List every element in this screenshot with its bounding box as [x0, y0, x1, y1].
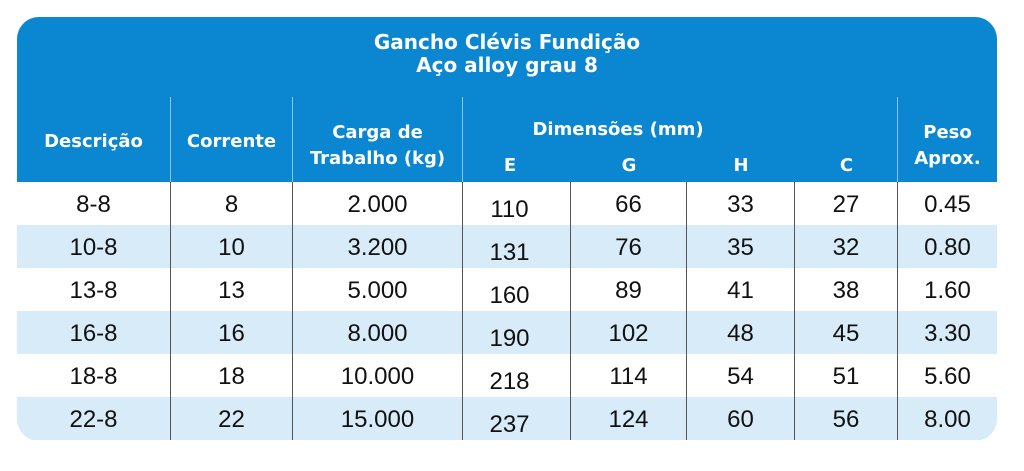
- header-peso: Peso Aprox.: [897, 97, 997, 182]
- cell-h: 60: [686, 397, 794, 440]
- table-row: 22-8 22 15.000 237 124 60 56 8.00: [17, 397, 997, 440]
- table-title: Gancho Clévis Fundição Aço alloy grau 8: [17, 17, 997, 97]
- cell-g: 66: [570, 182, 686, 225]
- cell-corrente: 22: [170, 397, 292, 440]
- header-e: E: [503, 155, 517, 176]
- cell-descricao: 10-8: [69, 234, 118, 261]
- cell-g: 76: [570, 225, 686, 268]
- cell-peso: 5.60: [897, 354, 997, 397]
- cell-c: 56: [794, 397, 897, 440]
- header-g: G: [621, 155, 637, 176]
- table-row: 10-8 10 3.200 131 76 35 32 0.80: [17, 225, 997, 268]
- cell-h: 41: [686, 268, 794, 311]
- header-dimensoes: Dimensões (mm) E G H C: [462, 97, 897, 182]
- cell-corrente: 8: [170, 182, 292, 225]
- table-row: 8-8 8 2.000 110 66 33 27 0.45: [17, 182, 997, 225]
- cell-g: 114: [570, 354, 686, 397]
- cell-g: 102: [570, 311, 686, 354]
- header-descricao: Descrição: [17, 97, 170, 182]
- header-c: C: [839, 155, 854, 176]
- table-row: 16-8 16 8.000 190 102 48 45 3.30: [17, 311, 997, 354]
- cell-c: 45: [794, 311, 897, 354]
- header-corrente: Corrente: [170, 97, 292, 182]
- cell-corrente: 13: [170, 268, 292, 311]
- cell-e: 110: [462, 182, 570, 225]
- header-carga: Carga de Trabalho (kg): [292, 97, 462, 182]
- table-row: 18-8 18 10.000 218 114 54 51 5.60: [17, 354, 997, 397]
- cell-e: 218: [462, 354, 570, 397]
- header-h: H: [733, 155, 749, 176]
- cell-c: 38: [794, 268, 897, 311]
- cell-peso: 8.00: [897, 397, 997, 440]
- product-spec-table: Gancho Clévis Fundição Aço alloy grau 8 …: [17, 17, 997, 441]
- cell-descricao: 16-8: [69, 320, 118, 347]
- header-carga-line-1: Carga de: [332, 122, 423, 143]
- header-carga-line-2: Trabalho (kg): [309, 148, 446, 169]
- cell-carga: 3.200: [292, 225, 462, 268]
- cell-h: 33: [686, 182, 794, 225]
- cell-c: 51: [794, 354, 897, 397]
- header-dimensoes-label: Dimensões (mm): [532, 119, 704, 140]
- cell-e: 190: [462, 311, 570, 354]
- cell-descricao: 13-8: [69, 277, 118, 304]
- cell-carga: 10.000: [292, 354, 462, 397]
- cell-peso: 3.30: [897, 311, 997, 354]
- header-peso-line-1: Peso: [923, 122, 972, 143]
- cell-c: 32: [794, 225, 897, 268]
- cell-c: 27: [794, 182, 897, 225]
- cell-peso: 0.45: [897, 182, 997, 225]
- title-line-2: Aço alloy grau 8: [416, 53, 598, 77]
- cell-g: 124: [570, 397, 686, 440]
- title-line-1: Gancho Clévis Fundição: [373, 30, 641, 54]
- cell-descricao: 18-8: [69, 363, 118, 390]
- cell-e: 160: [462, 268, 570, 311]
- table-row: 13-8 13 5.000 160 89 41 38 1.60: [17, 268, 997, 311]
- cell-carga: 2.000: [292, 182, 462, 225]
- cell-h: 54: [686, 354, 794, 397]
- header-peso-line-2: Aprox.: [914, 148, 981, 169]
- cell-h: 48: [686, 311, 794, 354]
- cell-corrente: 16: [170, 311, 292, 354]
- cell-peso: 0.80: [897, 225, 997, 268]
- cell-carga: 8.000: [292, 311, 462, 354]
- cell-corrente: 18: [170, 354, 292, 397]
- cell-e: 237: [462, 397, 570, 440]
- cell-carga: 5.000: [292, 268, 462, 311]
- cell-corrente: 10: [170, 225, 292, 268]
- cell-e: 131: [462, 225, 570, 268]
- cell-g: 89: [570, 268, 686, 311]
- cell-carga: 15.000: [292, 397, 462, 440]
- cell-descricao: 22-8: [69, 406, 118, 433]
- cell-h: 35: [686, 225, 794, 268]
- cell-descricao: 8-8: [76, 191, 111, 218]
- cell-peso: 1.60: [897, 268, 997, 311]
